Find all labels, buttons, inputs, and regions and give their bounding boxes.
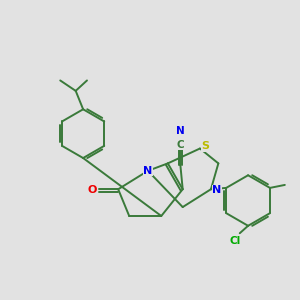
- Text: N: N: [176, 126, 185, 136]
- Text: C: C: [176, 140, 184, 150]
- Text: Cl: Cl: [230, 236, 241, 246]
- Text: O: O: [88, 185, 97, 195]
- Text: N: N: [212, 185, 221, 195]
- Text: N: N: [143, 166, 152, 176]
- Text: S: S: [201, 141, 209, 151]
